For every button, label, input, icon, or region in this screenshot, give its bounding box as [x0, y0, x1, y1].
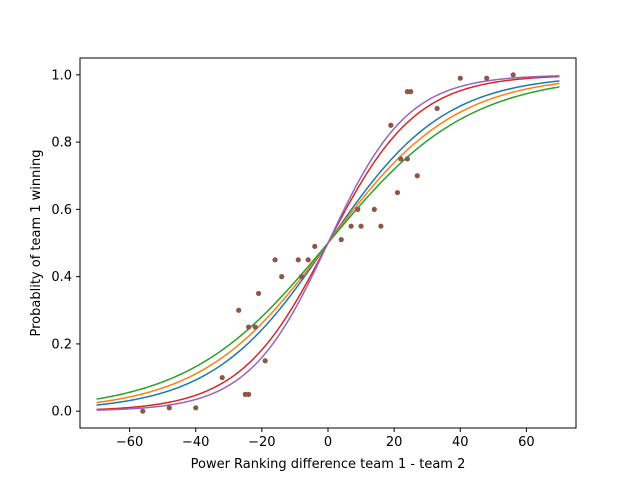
scatter-point	[279, 274, 285, 280]
scatter-point	[298, 274, 305, 280]
x-tick-label: −40	[182, 435, 209, 450]
series-line-5	[96, 75, 560, 411]
scatter-point	[414, 173, 420, 179]
x-tick-label: −20	[248, 435, 275, 450]
y-axis-ticks: 0.0 0.2 0.4 0.6 0.8 1.0	[51, 68, 80, 420]
scatter-point	[312, 243, 318, 249]
scatter-point	[338, 237, 344, 243]
y-axis-label: Probablity of team 1 winning	[29, 150, 44, 337]
scatter-point	[355, 206, 361, 212]
scatter-point	[246, 391, 252, 397]
x-tick-label: 20	[386, 435, 403, 450]
x-tick-label: 0	[324, 435, 332, 450]
scatter-point	[219, 374, 225, 381]
scatter-point	[434, 105, 440, 112]
scatter-point	[252, 324, 258, 330]
scatter-point	[236, 307, 242, 313]
y-tick-label: 0.4	[51, 270, 72, 285]
scatter-point	[378, 223, 384, 229]
x-tick-label: 60	[518, 435, 535, 450]
y-tick-label: 0.0	[51, 405, 72, 420]
scatter-point	[193, 405, 199, 411]
x-axis-ticks: −60 −40 −20 0 20 40 60	[116, 428, 535, 450]
y-tick-label: 0.2	[51, 337, 72, 352]
scatter-point	[246, 324, 252, 330]
x-tick-label: 40	[452, 435, 469, 450]
scatter-point	[510, 72, 516, 78]
scatter-point	[484, 75, 490, 81]
x-axis-label: Power Ranking difference team 1 - team 2	[191, 457, 466, 472]
scatter-point	[371, 206, 377, 212]
scatter-point	[255, 290, 262, 297]
scatter-point	[457, 75, 463, 81]
scatter-point	[348, 223, 354, 229]
scatter-point	[404, 156, 410, 162]
scatter-point	[262, 358, 268, 364]
scatter-point	[358, 223, 364, 229]
scatter-point	[398, 156, 404, 162]
x-tick-label: −60	[116, 435, 143, 450]
y-tick-label: 1.0	[51, 68, 72, 83]
curves-layer	[96, 75, 560, 411]
y-tick-label: 0.6	[51, 203, 72, 218]
y-tick-label: 0.8	[51, 136, 72, 151]
scatter-point	[408, 89, 414, 95]
scatter-point	[272, 257, 278, 263]
scatter-point	[394, 189, 401, 196]
scatter-point	[140, 408, 146, 414]
scatter-points-layer	[140, 72, 516, 414]
scatter-point	[166, 405, 172, 411]
scatter-point	[295, 257, 301, 263]
scatter-point	[388, 122, 394, 128]
scatter-point	[305, 257, 311, 263]
